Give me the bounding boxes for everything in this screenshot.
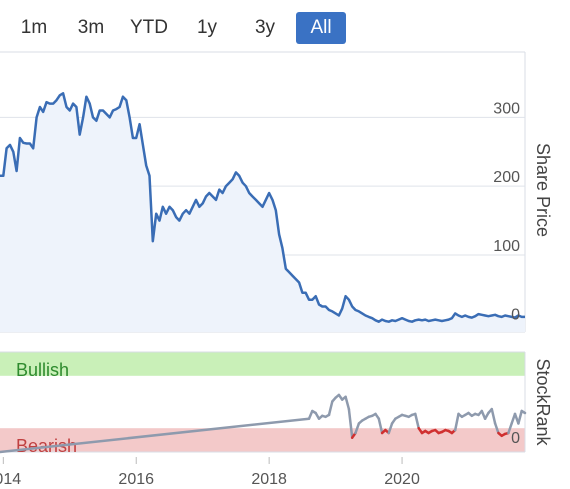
rank-series-segment: [507, 422, 513, 435]
rank-series-segment: [493, 422, 500, 435]
rank-series-segment: [387, 422, 394, 435]
range-button-ytd[interactable]: YTD: [130, 17, 168, 38]
rank-series-segment: [517, 409, 523, 425]
range-selector: 1m 3m YTD 1y 3y All: [0, 8, 570, 46]
rank-series-segment: [490, 407, 497, 425]
rank-series-segment: [327, 400, 334, 417]
range-button-1y[interactable]: 1y: [196, 17, 218, 38]
rank-series-segment: [354, 422, 361, 435]
rank-series-segment: [453, 412, 460, 432]
range-button-3y[interactable]: 3y: [254, 17, 276, 38]
rank-tick-label: 0: [511, 430, 520, 447]
price-tick-label: 300: [493, 100, 520, 117]
rank-tick-labels: 0: [511, 430, 520, 447]
price-series-line: [0, 92, 525, 323]
rank-series-segment: [344, 395, 351, 411]
bullish-band: [0, 352, 525, 376]
range-button-1m[interactable]: 1m: [20, 17, 48, 38]
x-tick-label: 2014: [0, 471, 21, 488]
range-button-all[interactable]: All: [296, 12, 346, 44]
price-tick-labels: 0 100 200 300: [493, 100, 520, 323]
price-axis-title: Share Price: [533, 143, 553, 237]
price-panel: 0 100 200 300 Share Price: [0, 51, 553, 333]
x-tick-label: 2020: [384, 471, 420, 488]
rank-axis-title: StockRank: [533, 358, 553, 446]
rank-panel: Bullish Bearish 0 StockRank: [0, 351, 553, 456]
rank-series-segment: [414, 412, 420, 430]
price-tick-label: 0: [511, 307, 520, 324]
rank-series-segment: [0, 417, 311, 454]
x-tick-label: 2016: [118, 471, 154, 488]
price-tick-label: 200: [493, 169, 520, 186]
rank-series-segment: [520, 409, 527, 415]
price-tick-label: 100: [493, 238, 520, 255]
x-tick-label: 2018: [251, 471, 287, 488]
range-button-3m[interactable]: 3m: [77, 17, 105, 38]
rank-series-segment: [307, 409, 314, 420]
bearish-band: [0, 428, 525, 452]
rank-series-segment: [347, 407, 354, 439]
price-area-fill: [0, 93, 525, 332]
bullish-band-label: Bullish: [16, 360, 69, 380]
x-axis: 2014 2016 2018 2020: [0, 457, 420, 488]
rank-series-lines: [0, 393, 527, 454]
rank-series-segment: [377, 417, 384, 435]
